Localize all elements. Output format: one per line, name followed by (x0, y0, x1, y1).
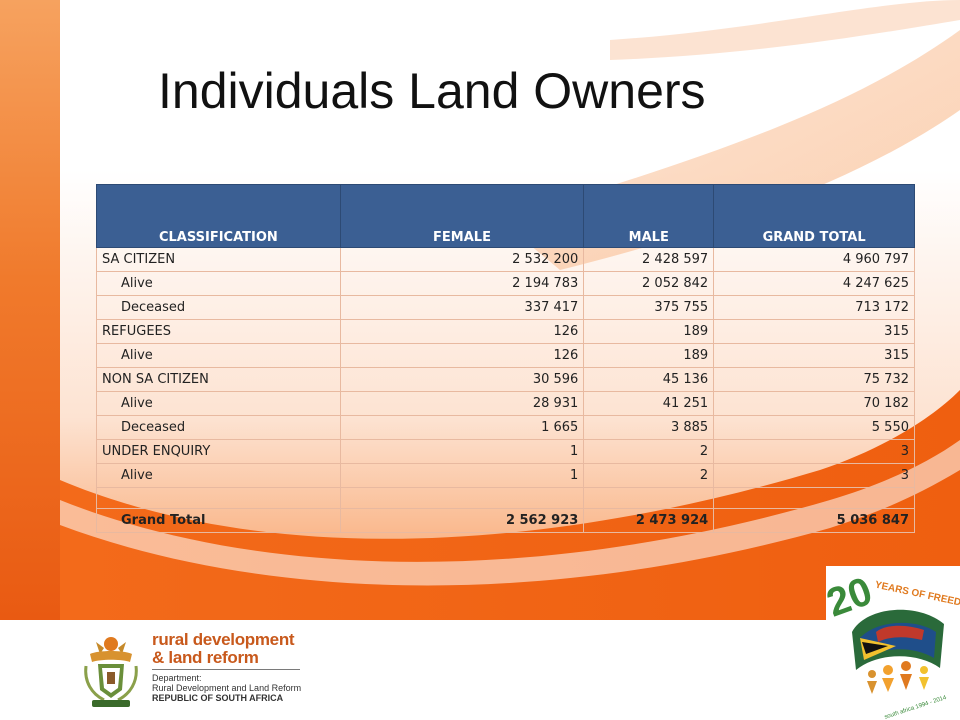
female-cell: 30 596 (339, 367, 585, 392)
table-header-row: CLASSIFICATION FEMALE MALE GRAND TOTAL (96, 184, 915, 248)
row-label: Deceased (96, 415, 341, 440)
table-row: SA CITIZEN 2 532 200 2 428 597 4 960 797 (96, 247, 915, 272)
grand-total-row: Grand Total 2 562 923 2 473 924 5 036 84… (96, 508, 915, 533)
total-cell: 3 (713, 463, 915, 488)
female-cell: 2 532 200 (339, 247, 585, 272)
row-label: Alive (96, 391, 341, 416)
row-label: UNDER ENQUIRY (96, 439, 341, 464)
land-owners-table: CLASSIFICATION FEMALE MALE GRAND TOTAL S… (96, 184, 915, 533)
table-row: REFUGEES 126 189 315 (96, 319, 915, 344)
left-orange-strip (0, 0, 60, 620)
row-label: Alive (96, 463, 341, 488)
country-name: REPUBLIC OF SOUTH AFRICA (152, 693, 284, 703)
total-cell: 70 182 (713, 391, 915, 416)
col-header-grand-total: GRAND TOTAL (713, 184, 915, 248)
blank-row (96, 487, 915, 509)
blank-cell (583, 487, 715, 509)
male-cell: 189 (583, 319, 715, 344)
female-cell: 28 931 (339, 391, 585, 416)
male-cell: 2 052 842 (583, 271, 715, 296)
female-cell: 1 (339, 439, 585, 464)
blank-cell (713, 487, 915, 509)
twenty-years-freedom-logo-icon: 20 YEARS OF FREEDOM south africa 1994 - … (821, 569, 960, 720)
table-row: Alive 2 194 783 2 052 842 4 247 625 (96, 271, 915, 296)
male-cell: 2 428 597 (583, 247, 715, 272)
row-label: SA CITIZEN (96, 247, 341, 272)
badge-text: YEARS OF FREEDOM (874, 580, 960, 612)
table-row: Deceased 1 665 3 885 5 550 (96, 415, 915, 440)
male-cell: 189 (583, 343, 715, 368)
total-cell: 3 (713, 439, 915, 464)
female-cell: 126 (339, 319, 585, 344)
table-row: Alive 1 2 3 (96, 463, 915, 488)
total-cell: 4 247 625 (713, 271, 915, 296)
dept-logo-text-line1: rural development (152, 630, 295, 649)
table-row: Deceased 337 417 375 755 713 172 (96, 295, 915, 320)
male-cell: 45 136 (583, 367, 715, 392)
total-cell: 713 172 (713, 295, 915, 320)
female-cell: 126 (339, 343, 585, 368)
female-cell: 1 (339, 463, 585, 488)
female-cell: 1 665 (339, 415, 585, 440)
male-cell: 2 (583, 463, 715, 488)
blank-cell (96, 487, 341, 509)
coat-of-arms-icon (84, 637, 138, 707)
total-cell: 315 (713, 319, 915, 344)
col-header-female: FEMALE (339, 184, 585, 248)
grand-total-label: Grand Total (96, 508, 341, 533)
total-cell: 4 960 797 (713, 247, 915, 272)
total-cell: 315 (713, 343, 915, 368)
col-header-classification: CLASSIFICATION (96, 184, 341, 248)
female-cell: 2 194 783 (339, 271, 585, 296)
table-row: Alive 126 189 315 (96, 343, 915, 368)
dept-label: Department: (152, 673, 202, 683)
total-cell: 5 550 (713, 415, 915, 440)
blank-cell (339, 487, 585, 509)
total-cell: 75 732 (713, 367, 915, 392)
footer-bar (0, 620, 960, 720)
male-cell: 41 251 (583, 391, 715, 416)
male-cell: 3 885 (583, 415, 715, 440)
dept-full-name: Rural Development and Land Reform (152, 683, 302, 693)
grand-total-female: 2 562 923 (339, 508, 585, 533)
dept-divider (152, 669, 300, 670)
table-row: NON SA CITIZEN 30 596 45 136 75 732 (96, 367, 915, 392)
male-cell: 375 755 (583, 295, 715, 320)
female-cell: 337 417 (339, 295, 585, 320)
grand-total-value: 5 036 847 (713, 508, 915, 533)
row-label: NON SA CITIZEN (96, 367, 341, 392)
slide-title: Individuals Land Owners (158, 63, 706, 119)
dept-logo-text-line2: & land reform (152, 648, 259, 667)
row-label: Alive (96, 343, 341, 368)
table-row: Alive 28 931 41 251 70 182 (96, 391, 915, 416)
row-label: REFUGEES (96, 319, 341, 344)
col-header-male: MALE (583, 184, 715, 248)
row-label: Alive (96, 271, 341, 296)
row-label: Deceased (96, 295, 341, 320)
badge-subtitle: south africa 1994 - 2014 (884, 695, 948, 720)
table-row: UNDER ENQUIRY 1 2 3 (96, 439, 915, 464)
grand-total-male: 2 473 924 (583, 508, 715, 533)
twenty-years-freedom-badge: 20 YEARS OF FREEDOM south africa 1994 - … (821, 566, 960, 720)
male-cell: 2 (583, 439, 715, 464)
